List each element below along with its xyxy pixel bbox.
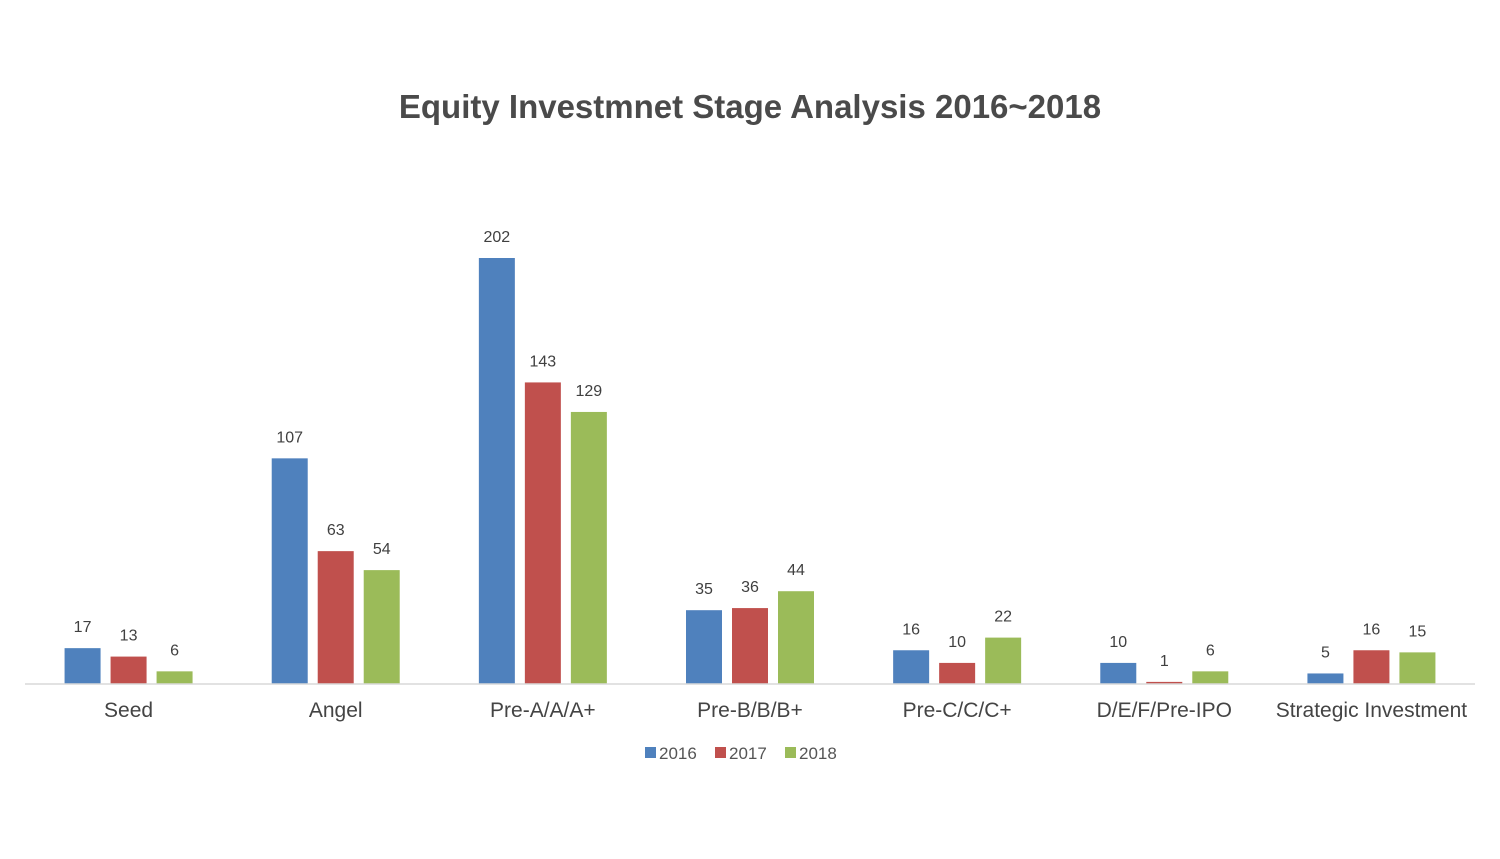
bar-2017-5	[1146, 681, 1183, 684]
data-label-2017-2: 143	[530, 353, 557, 370]
bar-2016-5	[1100, 662, 1137, 684]
bar-2018-0	[156, 671, 193, 684]
data-label-2016-0: 17	[74, 619, 92, 636]
data-label-2018-4: 22	[994, 609, 1012, 626]
legend-label-2017: 2017	[729, 744, 767, 763]
x-tick-label: Pre-A/A/A+	[490, 699, 596, 722]
data-label-2017-3: 36	[741, 579, 759, 596]
data-label-2018-6: 15	[1409, 623, 1427, 640]
bar-2017-6	[1353, 650, 1390, 684]
x-tick-labels: Seed Angel Pre-A/A/A+ Pre-B/B/B+ Pre-C/C/C+ D…	[104, 699, 1467, 722]
data-label-2016-1: 107	[276, 429, 303, 446]
bar-2018-3	[778, 591, 814, 684]
legend-label-2016: 2016	[659, 744, 697, 763]
bar-2018-1	[363, 570, 400, 684]
data-label-2017-4: 10	[948, 634, 966, 651]
bar-2016-2	[478, 258, 515, 684]
bar-2016-3	[686, 610, 722, 684]
data-label-2016-4: 16	[902, 621, 920, 638]
bar-2017-0	[110, 656, 147, 684]
data-label-2016-6: 5	[1321, 644, 1330, 661]
chart-title: Equity Investmnet Stage Analysis 2016~20…	[398, 88, 1102, 125]
bar-2018-6	[1399, 652, 1436, 684]
bar-2018-4	[985, 637, 1022, 684]
legend: 2016 2017 2018	[645, 744, 837, 763]
data-label-2017-0: 13	[120, 628, 138, 645]
bar-2017-1	[317, 551, 354, 684]
data-label-2016-3: 35	[695, 581, 713, 598]
data-label-2016-2: 202	[484, 229, 511, 246]
legend-swatch-2017	[715, 747, 726, 758]
bar-2016-6	[1307, 673, 1344, 684]
bar-2017-3	[732, 608, 768, 684]
x-tick-label: Pre-B/B/B+	[697, 699, 803, 722]
data-label-2017-5: 1	[1160, 653, 1169, 670]
legend-swatch-2016	[645, 747, 656, 758]
bar-2018-5	[1192, 671, 1229, 684]
data-label-2018-3: 44	[787, 562, 805, 579]
data-label-2017-1: 63	[327, 522, 345, 539]
data-label-2018-2: 129	[576, 383, 603, 400]
data-label-2018-0: 6	[170, 642, 179, 659]
bar-2017-2	[524, 382, 561, 684]
bars-layer	[64, 258, 1436, 684]
bar-2016-0	[64, 648, 101, 684]
x-tick-label: D/E/F/Pre-IPO	[1097, 699, 1232, 722]
bar-2018-2	[570, 411, 607, 684]
bar-2017-4	[939, 662, 976, 684]
legend-label-2018: 2018	[799, 744, 837, 763]
x-tick-label: Angel	[309, 699, 363, 722]
x-tick-label: Strategic Investment	[1276, 699, 1468, 722]
bar-2016-1	[271, 458, 308, 684]
data-label-2017-6: 16	[1363, 621, 1381, 638]
x-tick-label: Seed	[104, 699, 153, 722]
data-label-2018-5: 6	[1206, 642, 1215, 659]
legend-swatch-2018	[785, 747, 796, 758]
bar-2016-4	[893, 650, 930, 684]
x-tick-label: Pre-C/C/C+	[903, 699, 1012, 722]
data-label-2016-5: 10	[1109, 634, 1127, 651]
data-label-2018-1: 54	[373, 541, 391, 558]
